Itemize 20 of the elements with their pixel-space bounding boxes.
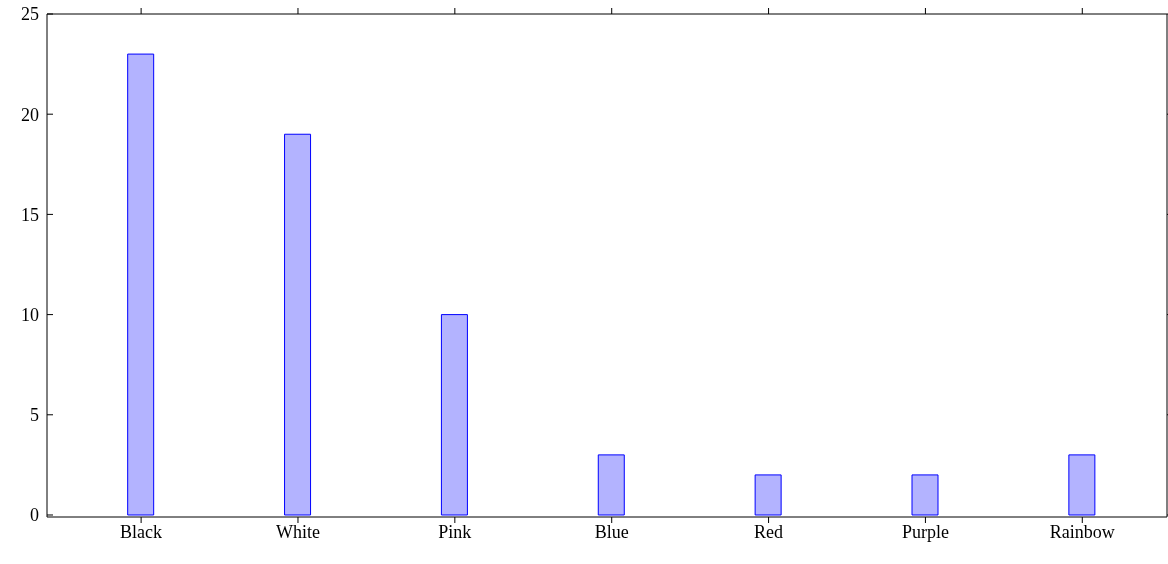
x-tick-label: Red — [754, 521, 784, 542]
y-tick-label: 20 — [21, 104, 39, 125]
y-tick-label: 25 — [21, 4, 39, 25]
y-tick-label: 10 — [21, 304, 39, 325]
x-tick-label: Blue — [594, 521, 629, 542]
bar — [1068, 454, 1096, 516]
bar — [911, 474, 939, 516]
x-tick-label: Rainbow — [1049, 521, 1115, 542]
bar — [284, 133, 312, 516]
bar — [597, 454, 625, 516]
x-tick-label: Black — [120, 521, 163, 542]
x-tick-label: White — [275, 521, 320, 542]
x-tick-label: Purple — [901, 521, 949, 542]
bar — [127, 53, 155, 516]
y-tick-label: 0 — [30, 505, 39, 526]
x-tick-label: Pink — [438, 521, 472, 542]
y-tick-label: 5 — [30, 405, 39, 426]
y-tick-label: 15 — [21, 204, 39, 225]
bar — [440, 314, 468, 516]
bar — [754, 474, 782, 516]
